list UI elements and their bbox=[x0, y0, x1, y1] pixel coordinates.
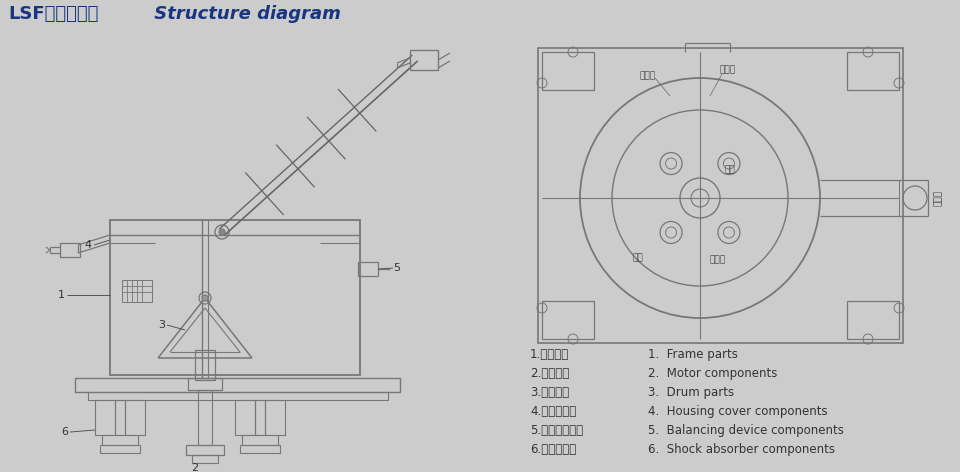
Text: 3.  Drum parts: 3. Drum parts bbox=[648, 386, 734, 399]
Text: 3: 3 bbox=[158, 320, 165, 330]
Text: 1.  Frame parts: 1. Frame parts bbox=[648, 348, 738, 361]
Text: 3.转鼓部件: 3.转鼓部件 bbox=[530, 386, 569, 399]
Text: 4.机壳盖部件: 4.机壳盖部件 bbox=[530, 405, 576, 418]
Bar bbox=[358, 262, 378, 276]
Bar bbox=[100, 445, 140, 453]
Bar bbox=[410, 50, 438, 70]
Circle shape bbox=[202, 295, 208, 301]
Text: LSF系列结构图: LSF系列结构图 bbox=[8, 5, 98, 23]
Text: 2.电机部件: 2.电机部件 bbox=[530, 367, 569, 380]
Bar bbox=[88, 392, 388, 400]
Bar bbox=[192, 455, 218, 463]
Bar bbox=[242, 435, 278, 445]
Bar bbox=[240, 445, 280, 453]
Circle shape bbox=[219, 229, 225, 235]
Bar bbox=[60, 243, 80, 257]
Text: 视镜: 视镜 bbox=[633, 253, 643, 262]
Text: 灯眼: 灯眼 bbox=[725, 166, 735, 175]
Bar bbox=[75, 378, 400, 392]
Text: Structure diagram: Structure diagram bbox=[148, 5, 341, 23]
Text: 2.  Motor components: 2. Motor components bbox=[648, 367, 778, 380]
Bar bbox=[122, 280, 152, 302]
Text: 2: 2 bbox=[191, 463, 199, 472]
Bar bbox=[847, 52, 899, 90]
Text: 5.平衡装置部件: 5.平衡装置部件 bbox=[530, 424, 583, 437]
Text: 出料口: 出料口 bbox=[933, 190, 943, 206]
Bar bbox=[198, 390, 212, 445]
Text: 1: 1 bbox=[58, 290, 65, 300]
Text: 4: 4 bbox=[84, 240, 92, 250]
Text: 5: 5 bbox=[393, 263, 400, 273]
Text: 6: 6 bbox=[61, 427, 68, 437]
Bar bbox=[542, 301, 594, 339]
Bar bbox=[102, 435, 138, 445]
Text: 备用口: 备用口 bbox=[710, 255, 726, 264]
Bar bbox=[95, 400, 145, 435]
Bar bbox=[235, 400, 285, 435]
Bar bbox=[847, 301, 899, 339]
Bar bbox=[110, 220, 360, 375]
Bar bbox=[538, 48, 903, 343]
Text: 5.  Balancing device components: 5. Balancing device components bbox=[648, 424, 844, 437]
Bar bbox=[186, 445, 224, 455]
Text: 进料管: 进料管 bbox=[720, 66, 736, 75]
Text: 6.  Shock absorber components: 6. Shock absorber components bbox=[648, 443, 835, 456]
Bar bbox=[195, 350, 215, 380]
Bar bbox=[542, 52, 594, 90]
Bar bbox=[188, 378, 222, 390]
Text: 1.机座部件: 1.机座部件 bbox=[530, 348, 569, 361]
Text: 4.  Housing cover components: 4. Housing cover components bbox=[648, 405, 828, 418]
Text: 洗涤口: 洗涤口 bbox=[640, 71, 656, 81]
Text: 6.减震器部件: 6.减震器部件 bbox=[530, 443, 576, 456]
